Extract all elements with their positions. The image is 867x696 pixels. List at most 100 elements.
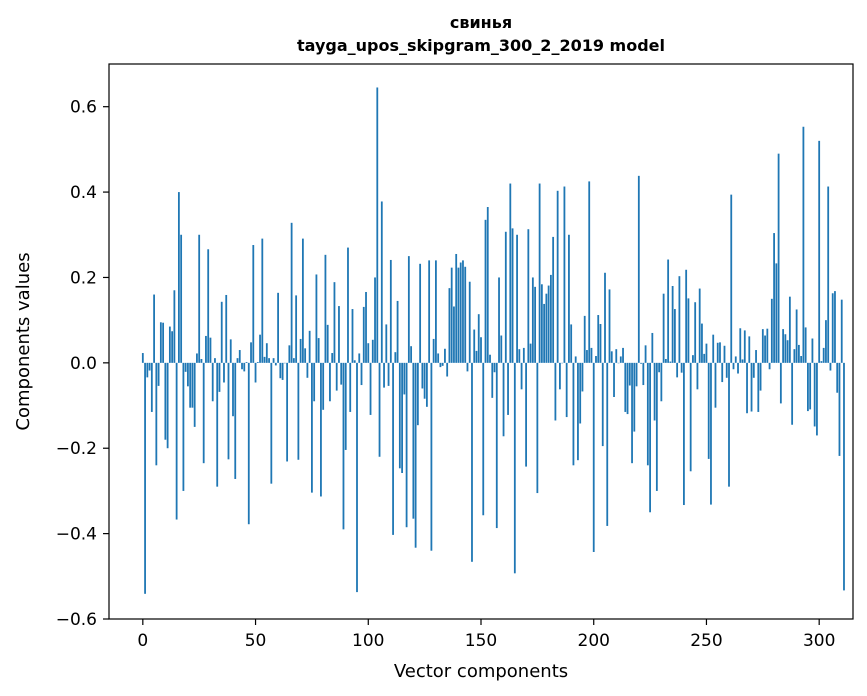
- bar-240: [683, 362, 685, 506]
- bar-306: [831, 293, 834, 363]
- bar-147: [473, 329, 476, 363]
- bar-302: [822, 347, 825, 363]
- bar-230: [660, 362, 663, 402]
- bar-235: [671, 286, 674, 363]
- bar-151: [482, 362, 485, 516]
- bar-217: [631, 362, 633, 464]
- bar-5: [153, 294, 155, 363]
- bar-284: [782, 329, 785, 363]
- bar-260: [728, 362, 730, 487]
- bar-130: [435, 260, 437, 363]
- bar-62: [281, 362, 284, 380]
- bar-67: [292, 358, 295, 363]
- bar-55: [265, 343, 268, 363]
- bar-199: [590, 347, 593, 363]
- y-axis-ticks: −0.6 −0.4 −0.2 0.0 0.2 0.4 0.6: [56, 98, 109, 630]
- bar-136: [448, 288, 451, 363]
- bar-107: [383, 362, 385, 388]
- bar-231: [662, 293, 665, 363]
- bar-289: [793, 349, 796, 363]
- bar-208: [610, 351, 613, 363]
- bar-112: [394, 352, 397, 363]
- bar-32: [214, 358, 216, 363]
- bar-189: [568, 234, 570, 363]
- bar-172: [529, 343, 532, 363]
- chart-title: свинья: [450, 13, 512, 32]
- bar-122: [416, 362, 419, 426]
- bar-70: [299, 338, 302, 363]
- bar-113: [396, 300, 399, 363]
- x-tick-label: 50: [245, 631, 267, 651]
- bar-23: [193, 362, 196, 427]
- bar-267: [743, 330, 746, 363]
- bar-179: [545, 293, 548, 363]
- bar-29: [207, 249, 210, 363]
- bar-191: [572, 362, 575, 466]
- bar-170: [525, 362, 527, 467]
- bar-106: [380, 201, 383, 363]
- bar-155: [491, 362, 494, 398]
- bar-128: [430, 362, 433, 551]
- bar-163: [509, 183, 512, 363]
- bar-66: [290, 222, 293, 363]
- chart-subtitle: tayga_upos_skipgram_300_2_2019 model: [297, 36, 665, 55]
- bar-286: [786, 340, 789, 363]
- bar-42: [236, 358, 239, 363]
- bar-125: [423, 362, 426, 399]
- bar-43: [238, 350, 241, 363]
- x-tick-label: 300: [803, 631, 835, 651]
- bar-10: [164, 362, 167, 440]
- bar-272: [755, 350, 757, 363]
- bar-110: [389, 259, 392, 363]
- bar-301: [820, 361, 823, 363]
- bar-117: [405, 362, 408, 528]
- y-tick-label: 0.2: [70, 268, 97, 288]
- bar-253: [712, 334, 715, 363]
- bar-93: [351, 309, 354, 363]
- y-tick-label: −0.4: [56, 525, 97, 545]
- bar-1: [144, 362, 146, 594]
- bar-258: [723, 345, 726, 363]
- bar-223: [644, 345, 647, 363]
- bar-100: [367, 343, 370, 363]
- bar-238: [678, 276, 681, 363]
- bar-197: [586, 350, 588, 363]
- bar-9: [162, 322, 165, 363]
- bar-121: [414, 362, 417, 548]
- bar-299: [816, 362, 818, 436]
- y-tick-label: 0.4: [70, 183, 97, 203]
- y-tick-label: −0.2: [56, 439, 97, 459]
- bar-287: [788, 296, 791, 363]
- bar-210: [615, 349, 618, 363]
- bar-81: [324, 254, 327, 363]
- bar-134: [444, 348, 446, 363]
- bar-216: [628, 362, 631, 386]
- bar-95: [356, 362, 358, 593]
- bar-296: [809, 362, 812, 410]
- bar-259: [725, 362, 728, 378]
- bar-264: [737, 362, 739, 374]
- bar-49: [252, 245, 255, 363]
- bar-277: [766, 328, 769, 363]
- bar-3: [148, 362, 151, 371]
- bar-166: [516, 234, 518, 363]
- bar-305: [829, 362, 832, 371]
- bar-281: [775, 263, 778, 363]
- bar-25: [198, 234, 201, 363]
- bar-78: [317, 338, 320, 363]
- bar-274: [759, 362, 762, 391]
- bar-181: [549, 274, 552, 363]
- bar-182: [552, 236, 555, 363]
- bar-256: [719, 342, 721, 363]
- bar-52: [259, 334, 261, 363]
- bar-273: [757, 362, 760, 412]
- bar-196: [583, 315, 586, 363]
- bar-201: [595, 356, 597, 363]
- bar-75: [311, 362, 313, 493]
- bar-310: [840, 299, 843, 363]
- bar-59: [274, 362, 277, 366]
- plot-frame: [108, 63, 854, 620]
- bar-261: [730, 194, 733, 363]
- bar-139: [455, 253, 458, 363]
